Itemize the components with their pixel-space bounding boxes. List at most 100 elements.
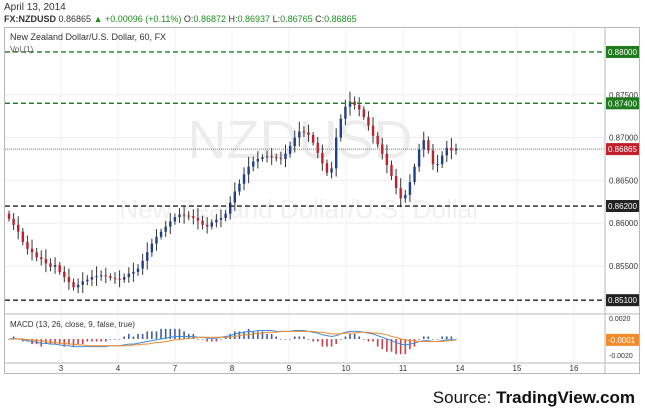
macd-histogram-bar — [178, 328, 181, 339]
candle-body — [141, 260, 144, 269]
macd-histogram-bar — [390, 339, 393, 352]
macd-histogram-bar — [100, 339, 102, 342]
macd-histogram-bar — [372, 339, 374, 342]
candle-body — [17, 224, 20, 232]
macd-histogram-bar — [339, 339, 342, 340]
macd-histogram-bar — [321, 339, 324, 347]
candle-body — [182, 214, 186, 216]
symbol[interactable]: FX:NZDUSD — [4, 14, 56, 24]
macd-histogram-bar — [316, 339, 319, 342]
candle-body — [72, 282, 75, 288]
candle-body — [408, 182, 412, 195]
level-tag — [606, 200, 639, 213]
macd-histogram-bar — [215, 339, 218, 342]
level-tag — [606, 294, 639, 307]
candle-body — [30, 248, 34, 253]
macd-histogram-bar — [270, 333, 273, 339]
macd-histogram-bar — [137, 333, 139, 339]
x-tick-label: 4 — [116, 364, 121, 373]
x-tick-label: 8 — [230, 364, 235, 373]
candle-body — [40, 257, 43, 260]
candle-body — [127, 273, 131, 278]
macd-histogram-bar — [95, 339, 98, 342]
candle-body — [104, 275, 107, 277]
candle-body — [173, 217, 177, 222]
candle-body — [90, 277, 94, 280]
macd-histogram-bar — [289, 339, 291, 340]
candle-body — [427, 140, 430, 151]
candle-body — [113, 277, 117, 279]
signal-line — [9, 330, 457, 347]
close-label: C: — [315, 14, 325, 24]
candle-body — [44, 259, 48, 264]
candle-body — [215, 219, 218, 223]
candle-body — [53, 265, 57, 267]
candle-body — [413, 166, 416, 183]
candle-body — [201, 220, 204, 225]
candle-body — [58, 265, 61, 272]
macd-histogram-bar — [35, 339, 38, 345]
candle-body — [169, 221, 172, 227]
macd-histogram-bar — [141, 333, 144, 339]
candle-body — [63, 271, 66, 278]
candle-body — [233, 191, 237, 203]
level-label: 0.86200 — [608, 202, 637, 211]
candle-body — [95, 276, 98, 278]
macd-histogram-bar — [326, 339, 328, 347]
source-credit: Source: TradingView.com — [433, 388, 635, 408]
macd-histogram-bar — [128, 333, 130, 339]
macd-histogram-bar — [197, 339, 199, 340]
x-tick-label: 11 — [399, 364, 408, 373]
candle-body — [367, 117, 370, 126]
macd-histogram-bar — [81, 339, 84, 345]
macd-last-tag — [606, 333, 639, 346]
candle-body — [7, 213, 11, 219]
candle-body — [381, 144, 384, 154]
level-label: 0.88000 — [608, 48, 637, 57]
y-tick-label: 0.86500 — [609, 176, 638, 185]
macd-histogram-bar — [418, 339, 420, 340]
level-label: 0.85100 — [608, 296, 637, 305]
candle-body — [385, 153, 389, 165]
candle-body — [49, 263, 52, 267]
ticker-line: FX:NZDUSD 0.86865 ▲ +0.00096 (+0.11%) O:… — [4, 14, 357, 24]
macd-histogram-bar — [160, 328, 162, 339]
candle-body — [228, 202, 232, 214]
macd-histogram-bar — [252, 331, 255, 339]
candle-body — [362, 109, 366, 118]
candle-body — [205, 224, 209, 227]
candle-body — [109, 276, 112, 278]
macd-histogram-bar — [436, 339, 439, 340]
macd-histogram-bar — [68, 339, 70, 345]
candle-body — [358, 105, 361, 110]
macd-histogram-bar — [422, 336, 425, 339]
candle-body — [132, 271, 135, 274]
candle-body — [247, 166, 250, 175]
candle-body — [196, 218, 200, 221]
macd-tick-label: 0.0020 — [609, 316, 631, 323]
candle-body — [353, 101, 356, 106]
candle-body — [348, 101, 352, 107]
macd-histogram-bar — [210, 339, 213, 342]
macd-line — [8, 330, 456, 348]
macd-histogram-bar — [91, 339, 93, 342]
candle-body — [316, 142, 319, 153]
macd-histogram-bar — [151, 331, 153, 339]
candle-body — [307, 132, 310, 135]
candle-body — [150, 243, 154, 253]
macd-histogram-bar — [174, 328, 176, 339]
candle-body — [164, 226, 167, 232]
macd-histogram-bar — [183, 331, 185, 339]
macd-histogram-bar — [257, 331, 259, 339]
macd-histogram-bar — [261, 331, 264, 339]
candle-body — [159, 231, 163, 237]
macd-histogram-bar — [234, 331, 236, 339]
candle-body — [298, 131, 301, 138]
candle-body — [321, 152, 324, 164]
candle-body — [242, 174, 246, 184]
macd-histogram-bar — [404, 339, 407, 355]
macd-histogram-bar — [381, 339, 384, 350]
y-tick-label: 0.85500 — [609, 262, 638, 271]
low-label: L: — [272, 14, 281, 24]
